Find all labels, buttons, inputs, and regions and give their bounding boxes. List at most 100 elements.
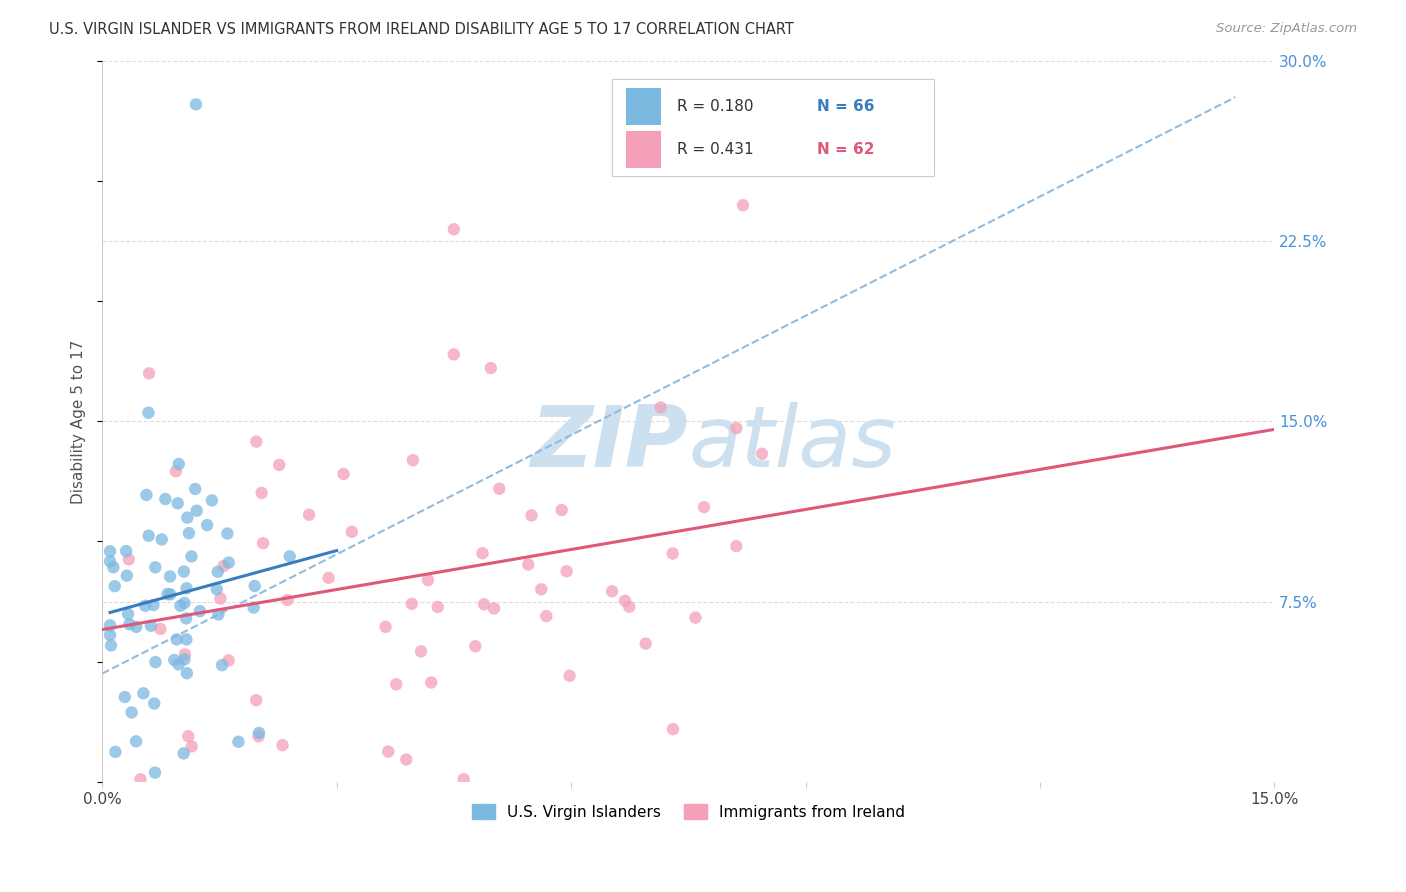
Point [517, 558, 540, 572]
Point [443, 347, 465, 361]
Point [177, 729, 200, 743]
Point [472, 597, 495, 611]
Point [145, 655, 167, 669]
Point [278, 549, 301, 564]
Point [174, 648, 197, 662]
Point [176, 666, 198, 681]
Point [100, 639, 122, 653]
Point [443, 222, 465, 236]
Point [138, 406, 160, 420]
Point [174, 611, 197, 625]
Point [166, 632, 188, 647]
Point [245, 434, 267, 449]
Point [201, 493, 224, 508]
Point [409, 644, 432, 658]
Point [115, 544, 138, 558]
Point [142, 598, 165, 612]
Point [138, 529, 160, 543]
Point [176, 581, 198, 595]
Point [184, 482, 207, 496]
Point [402, 453, 425, 467]
Point [143, 560, 166, 574]
Point [207, 607, 229, 622]
Point [269, 458, 291, 472]
Point [482, 601, 505, 615]
Point [103, 560, 125, 574]
Point [125, 620, 148, 634]
Point [401, 597, 423, 611]
Point [298, 508, 321, 522]
Point [173, 652, 195, 666]
Point [536, 609, 558, 624]
Point [332, 467, 354, 481]
Point [530, 582, 553, 597]
Point [731, 198, 754, 212]
Point [725, 421, 748, 435]
Point [661, 547, 683, 561]
Point [318, 571, 340, 585]
Point [247, 726, 270, 740]
Point [118, 552, 141, 566]
Point [132, 686, 155, 700]
Point [188, 604, 211, 618]
Point [634, 637, 657, 651]
Point [558, 669, 581, 683]
Point [159, 569, 181, 583]
Point [166, 496, 188, 510]
Point [619, 599, 641, 614]
Point [685, 610, 707, 624]
Point [129, 772, 152, 787]
Point [176, 632, 198, 647]
Point [143, 697, 166, 711]
Point [751, 447, 773, 461]
Point [117, 607, 139, 621]
Point [340, 524, 363, 539]
Point [416, 573, 439, 587]
Point [167, 457, 190, 471]
Text: atlas: atlas [689, 401, 896, 484]
Point [104, 745, 127, 759]
Point [114, 690, 136, 704]
Point [195, 518, 218, 533]
Point [217, 526, 239, 541]
Point [250, 486, 273, 500]
Point [614, 593, 637, 607]
Point [218, 653, 240, 667]
Point [135, 488, 157, 502]
Point [150, 533, 173, 547]
Point [453, 772, 475, 787]
Point [212, 559, 235, 574]
Point [228, 735, 250, 749]
Point [271, 738, 294, 752]
Point [176, 510, 198, 524]
Point [385, 677, 408, 691]
Point [149, 622, 172, 636]
Point [211, 658, 233, 673]
Point [479, 361, 502, 376]
Point [173, 565, 195, 579]
Point [173, 747, 195, 761]
Point [488, 482, 510, 496]
Point [169, 599, 191, 613]
Point [725, 539, 748, 553]
Point [600, 584, 623, 599]
Point [205, 582, 228, 597]
Point [104, 579, 127, 593]
Text: N = 62: N = 62 [817, 142, 875, 157]
Point [177, 526, 200, 541]
Point [242, 600, 264, 615]
Point [426, 599, 449, 614]
Point [471, 546, 494, 560]
Point [247, 729, 270, 743]
Point [98, 628, 121, 642]
Point [184, 97, 207, 112]
Point [156, 587, 179, 601]
Point [395, 753, 418, 767]
Text: ZIP: ZIP [530, 401, 689, 484]
Point [180, 549, 202, 564]
Point [277, 593, 299, 607]
Point [138, 367, 160, 381]
Point [218, 556, 240, 570]
Point [155, 491, 177, 506]
Bar [626, 131, 661, 169]
